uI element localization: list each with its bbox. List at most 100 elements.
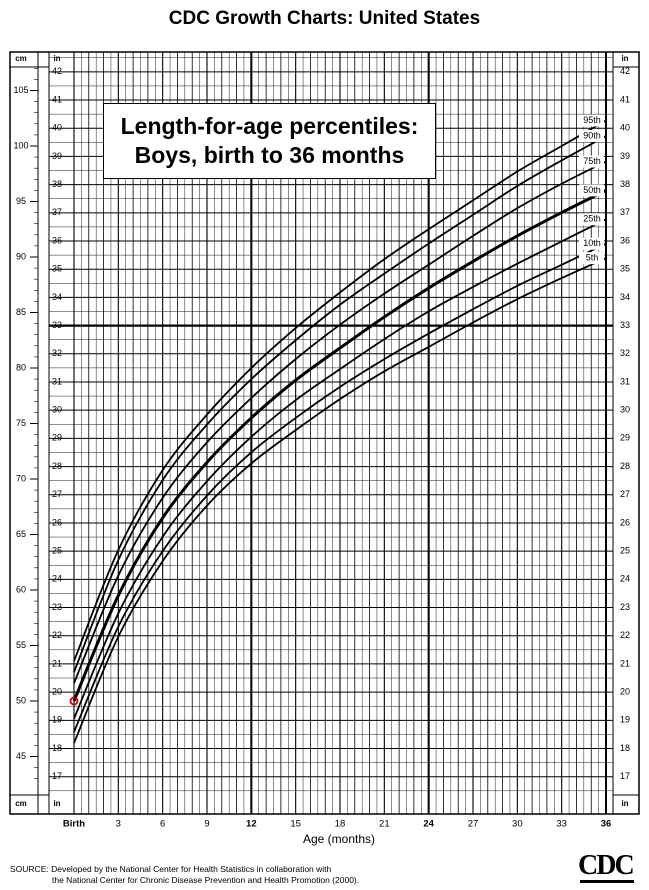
x-tick-label: 9 xyxy=(204,819,209,830)
x-tick-label: 21 xyxy=(379,819,390,830)
in-right-tick-label: 19 xyxy=(620,715,630,725)
cdc-logo-text: CDC xyxy=(578,850,635,881)
in-left-tick-label: 30 xyxy=(52,405,62,415)
in-left-tick-label: 28 xyxy=(52,461,62,471)
x-tick-label: 33 xyxy=(556,819,567,830)
source-line-1: SOURCE: Developed by the National Center… xyxy=(10,864,332,874)
cm-tick-label: 70 xyxy=(16,473,26,483)
in-left-tick-label: 26 xyxy=(52,517,62,527)
in-right-tick-label: 25 xyxy=(620,546,630,556)
chart-title-line1: Length-for-age percentiles: xyxy=(120,113,419,139)
cm-unit-bottom: cm xyxy=(15,799,27,808)
in-right-tick-label: 27 xyxy=(620,489,630,499)
cm-tick-label: 95 xyxy=(16,196,26,206)
in-left-tick-label: 35 xyxy=(52,264,62,274)
in-left-tick-label: 21 xyxy=(52,658,62,668)
in-right-tick-label: 29 xyxy=(620,433,630,443)
in-unit-bottom-right: in xyxy=(621,799,628,808)
percentile-label-bg xyxy=(579,213,604,226)
percentile-curve-50th xyxy=(72,189,607,702)
source-line-2: the National Center for Chronic Disease … xyxy=(52,875,360,885)
in-left-tick-label: 41 xyxy=(52,94,62,104)
in-left-tick-label: 22 xyxy=(52,630,62,640)
source-note: SOURCE: Developed by the National Center… xyxy=(10,864,359,886)
cdc-logo: CDC xyxy=(578,852,638,884)
x-tick-label: 27 xyxy=(468,819,479,830)
in-unit-top-left: in xyxy=(53,54,60,63)
in-right-tick-label: 18 xyxy=(620,743,630,753)
in-left-tick-label: 37 xyxy=(52,207,62,217)
x-tick-label: 6 xyxy=(160,819,165,830)
percentile-label-10th: 10th xyxy=(583,238,601,248)
percentile-label-90th: 90th xyxy=(583,130,601,140)
in-left-tick-label: 39 xyxy=(52,151,62,161)
in-unit-bottom-left: in xyxy=(53,799,60,808)
x-tick-label: 15 xyxy=(290,819,301,830)
cm-unit-top: cm xyxy=(15,54,27,63)
percentile-label-95th: 95th xyxy=(583,115,601,125)
in-unit-top-right: in xyxy=(621,54,628,63)
page-title: CDC Growth Charts: United States xyxy=(168,8,481,29)
x-tick-label: 30 xyxy=(512,819,523,830)
in-right-tick-label: 37 xyxy=(620,207,630,217)
chart-title-line2: Boys, birth to 36 months xyxy=(134,142,405,168)
percentile-curve-25th xyxy=(73,218,607,720)
in-left-tick-label: 42 xyxy=(52,66,62,76)
in-right-tick-label: 36 xyxy=(620,235,630,245)
in-left-tick-label: 17 xyxy=(52,771,62,781)
cm-tick-label: 80 xyxy=(16,362,26,372)
in-right-tick-label: 34 xyxy=(620,292,630,302)
in-left-tick-label: 38 xyxy=(52,179,62,189)
chart-title-box: Length-for-age percentiles: Boys, birth … xyxy=(103,103,436,179)
cm-tick-label: 45 xyxy=(16,751,26,761)
in-right-tick-label: 35 xyxy=(620,264,630,274)
percentile-curve-75th xyxy=(73,160,607,684)
x-tick-label: 3 xyxy=(116,819,121,830)
percentile-label-bg xyxy=(579,237,604,250)
in-right-tick-label: 32 xyxy=(620,348,630,358)
x-tick-label: 36 xyxy=(601,819,612,830)
in-left-tick-label: 40 xyxy=(52,123,62,133)
percentile-label-bg xyxy=(579,184,604,197)
cm-tick-label: 50 xyxy=(16,695,26,705)
in-right-tick-label: 33 xyxy=(620,320,630,330)
in-right-tick-label: 39 xyxy=(620,151,630,161)
chart-border xyxy=(9,51,640,815)
percentile-curve-5th xyxy=(73,257,607,744)
percentile-label-bg xyxy=(579,155,604,168)
in-right-tick-label: 24 xyxy=(620,574,630,584)
in-left-tick-label: 23 xyxy=(52,602,62,612)
percentile-label-50th: 50th xyxy=(583,185,601,195)
x-tick-label: 18 xyxy=(335,819,346,830)
x-tick-label: Birth xyxy=(63,819,85,830)
percentile-label-bg xyxy=(579,114,604,127)
cm-tick-label: 105 xyxy=(13,85,28,95)
in-left-tick-label: 20 xyxy=(52,686,62,696)
percentile-label-25th: 25th xyxy=(583,214,601,224)
cm-tick-label: 100 xyxy=(13,140,28,150)
in-left-tick-label: 19 xyxy=(52,715,62,725)
in-right-tick-label: 21 xyxy=(620,658,630,668)
cm-tick-label: 85 xyxy=(16,307,26,317)
in-right-tick-label: 41 xyxy=(620,94,630,104)
x-tick-label: 24 xyxy=(423,819,434,830)
in-left-tick-label: 36 xyxy=(52,235,62,245)
percentile-label-75th: 75th xyxy=(583,156,601,166)
cm-tick-label: 60 xyxy=(16,584,26,594)
in-left-tick-label: 33 xyxy=(52,320,62,330)
data-point-marker xyxy=(69,696,79,706)
cm-tick-label: 65 xyxy=(16,529,26,539)
in-left-tick-label: 18 xyxy=(52,743,62,753)
x-tick-label: 12 xyxy=(246,819,257,830)
percentile-label-5th: 5th xyxy=(586,252,599,262)
cdc-logo-bar xyxy=(580,880,634,883)
in-right-tick-label: 23 xyxy=(620,602,630,612)
in-left-tick-label: 29 xyxy=(52,433,62,443)
in-left-tick-label: 27 xyxy=(52,489,62,499)
in-right-tick-label: 22 xyxy=(620,630,630,640)
in-left-tick-label: 25 xyxy=(52,546,62,556)
percentile-curve-10th xyxy=(73,242,607,733)
in-right-tick-label: 31 xyxy=(620,376,630,386)
in-left-tick-label: 24 xyxy=(52,574,62,584)
in-left-tick-label: 34 xyxy=(52,292,62,302)
